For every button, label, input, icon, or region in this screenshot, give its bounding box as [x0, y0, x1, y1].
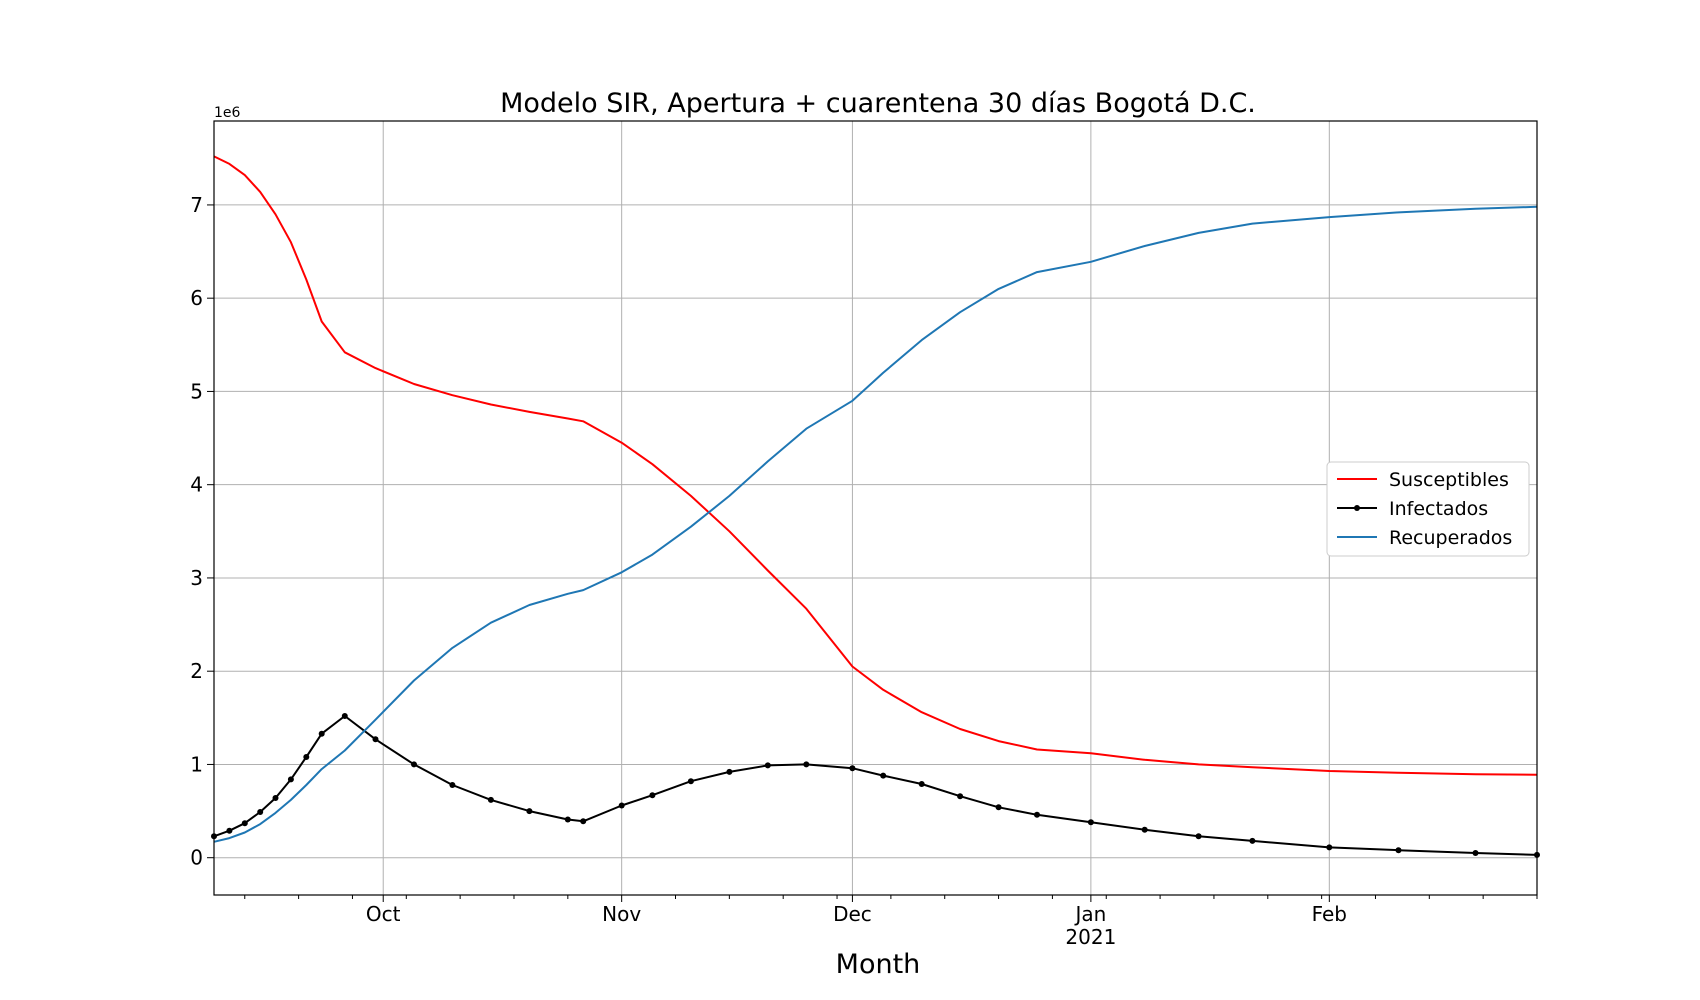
marker-infectados [880, 772, 887, 779]
legend-label: Susceptibles [1389, 469, 1509, 491]
y-tick-label: 0 [190, 846, 203, 870]
marker-infectados [649, 792, 656, 799]
marker-infectados [372, 736, 379, 743]
marker-infectados [1195, 833, 1202, 840]
marker-infectados [487, 796, 494, 803]
marker-infectados [526, 808, 533, 815]
axes-frame [213, 120, 1538, 896]
y-tick-label: 7 [190, 193, 203, 217]
marker-infectados [226, 827, 233, 834]
marker-infectados [803, 761, 810, 768]
plot-area [211, 155, 1540, 858]
marker-infectados [303, 754, 310, 760]
series-line-susceptibles [213, 155, 1538, 776]
marker-infectados [411, 761, 417, 768]
y-tick-label: 3 [190, 566, 203, 590]
y-tick-label: 5 [190, 379, 203, 403]
y-tick-label: 1 [190, 752, 203, 776]
marker-infectados [1034, 811, 1040, 818]
legend-label: Infectados [1389, 498, 1488, 520]
marker-infectados [1395, 847, 1402, 854]
y-axis: 0 1 2 3 4 5 6 7 [190, 193, 214, 870]
legend-marker [1354, 505, 1360, 511]
x-axis-label: Month [836, 949, 921, 980]
x-tick-label: Feb [1312, 902, 1347, 926]
marker-infectados [726, 768, 733, 775]
legend-label: Recuperados [1389, 527, 1512, 549]
marker-infectados [449, 782, 456, 788]
x-tick-label: Oct [366, 902, 401, 926]
y-tick-label: 4 [190, 473, 203, 497]
marker-infectados [287, 776, 294, 783]
y-tick-label: 6 [190, 286, 203, 310]
y-offset-label: 1e6 [214, 105, 241, 121]
legend-box [1326, 461, 1530, 557]
marker-infectados [341, 713, 348, 719]
marker-infectados [764, 762, 771, 769]
marker-infectados [618, 802, 625, 809]
marker-infectados [849, 765, 856, 772]
x-tick-label: Dec [833, 902, 872, 926]
marker-infectados [580, 818, 587, 825]
marker-infectados [257, 809, 264, 815]
marker-infectados [995, 804, 1002, 811]
marker-infectados [1326, 844, 1333, 851]
marker-infectados [564, 816, 571, 823]
x-tick-sublabel: 2021 [1065, 925, 1116, 949]
marker-infectados [1472, 850, 1479, 856]
x-tick-label: Nov [602, 902, 641, 926]
marker-infectados [272, 795, 279, 801]
marker-infectados [1087, 819, 1094, 826]
y-tick-label: 2 [190, 659, 203, 683]
series-line-infectados [213, 715, 1538, 856]
legend: Susceptibles Infectados Recuperados [1326, 461, 1530, 557]
chart-title: Modelo SIR, Apertura + cuarentena 30 día… [500, 88, 1256, 119]
marker-infectados [318, 730, 325, 737]
x-tick-label: Jan [1073, 902, 1106, 926]
marker-infectados [687, 778, 694, 785]
marker-infectados [918, 781, 925, 787]
marker-infectados [241, 820, 248, 827]
marker-infectados [1249, 837, 1256, 844]
marker-infectados [1141, 826, 1148, 833]
marker-infectados [957, 793, 964, 800]
series-line-recuperados [213, 205, 1538, 843]
